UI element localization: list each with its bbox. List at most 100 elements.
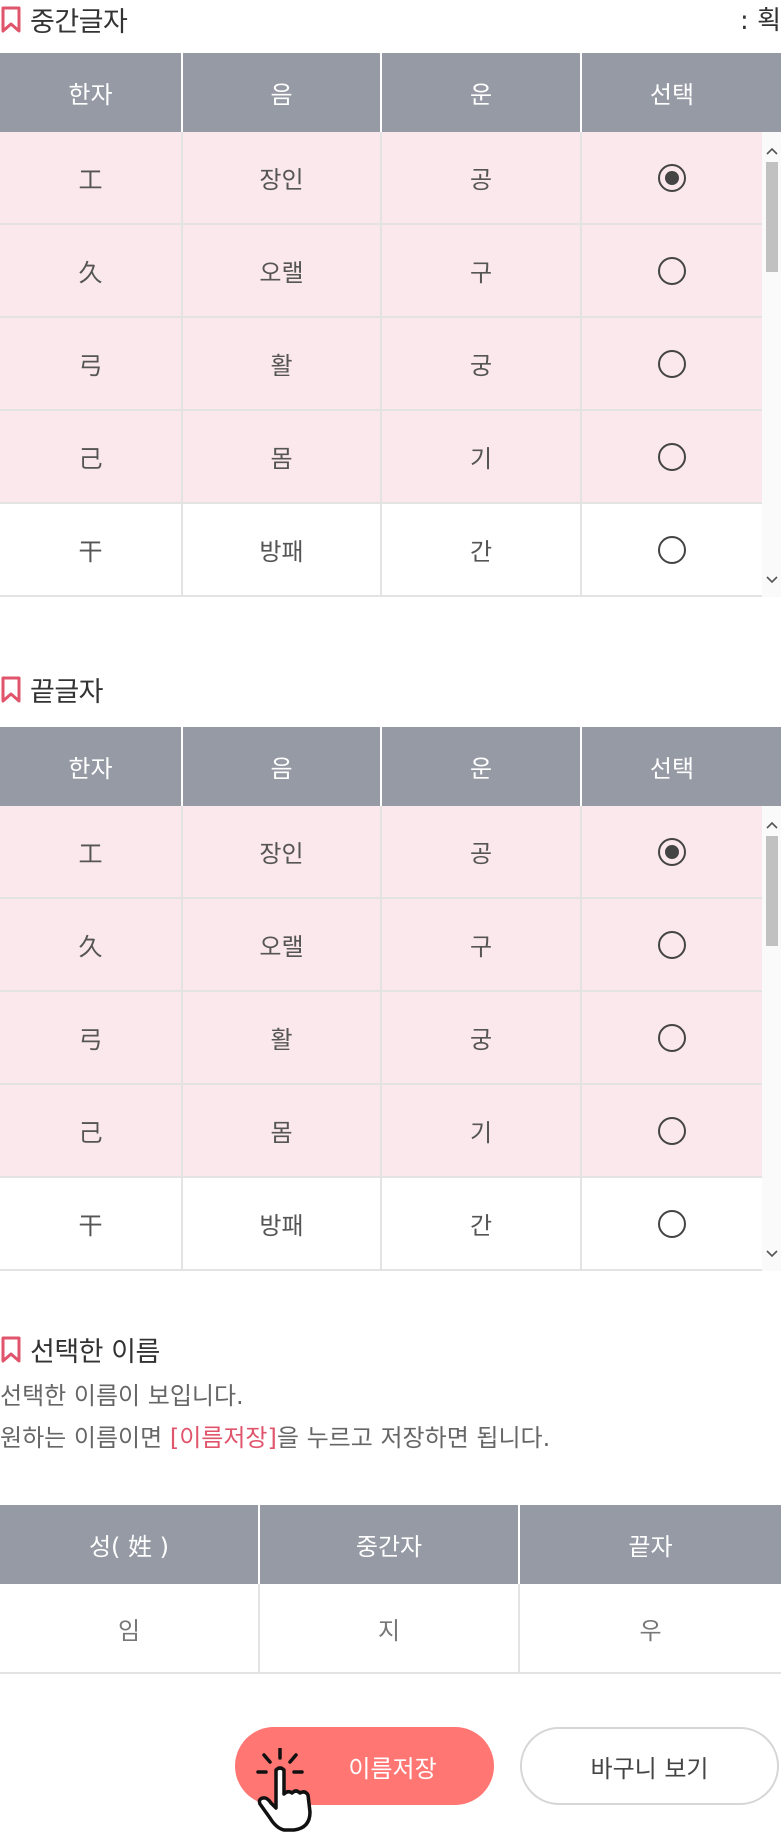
middle-value: 지 — [260, 1584, 520, 1672]
table-row[interactable]: 弓 활 궁 — [0, 318, 781, 411]
hanja-cell: 久 — [0, 225, 183, 316]
select-cell — [582, 899, 762, 990]
table-header: 한자 음 운 선택 — [0, 727, 781, 806]
selected-name-title: 선택한 이름 — [0, 1330, 160, 1369]
hanja-cell: 久 — [0, 899, 183, 990]
middle-char-table: 한자 음 운 선택 工 장인 공 久 오랠 구 弓 활 궁 己 몸 기 — [0, 53, 781, 597]
save-name-label: 이름저장 — [348, 1754, 437, 1783]
description-line-2: 원하는 이름이면 [이름저장]을 누르고 저장하면 됩니다. — [0, 1417, 550, 1459]
view-cart-label: 바구니 보기 — [590, 1754, 709, 1783]
table-row[interactable]: 久 오랠 구 — [0, 225, 781, 318]
scrollbar[interactable] — [762, 132, 781, 597]
hand-pointer-icon — [256, 1748, 312, 1832]
table-row[interactable]: 工 장인 공 — [0, 132, 781, 225]
table-row[interactable]: 工 장인 공 — [0, 806, 781, 899]
header-select: 선택 — [649, 755, 695, 783]
un-cell: 구 — [382, 899, 582, 990]
header-middle: 중간자 — [260, 1505, 520, 1584]
bookmark-icon — [1, 1336, 21, 1362]
eum-cell: 장인 — [183, 806, 382, 897]
hanja-cell: 工 — [0, 806, 183, 897]
header-surname: 성( 姓 ) — [0, 1505, 260, 1584]
un-cell: 구 — [382, 225, 582, 316]
un-cell: 간 — [382, 1178, 582, 1269]
selected-name-title-text: 선택한 이름 — [30, 1337, 160, 1368]
table-row[interactable]: 己 몸 기 — [0, 1085, 781, 1178]
eum-cell: 방패 — [183, 1178, 382, 1269]
table-row[interactable]: 己 몸 기 — [0, 411, 781, 504]
scrollbar[interactable] — [762, 806, 781, 1271]
scrollbar-thumb[interactable] — [766, 162, 778, 272]
last-section-title-text: 끝글자 — [30, 677, 104, 708]
view-cart-button[interactable]: 바구니 보기 — [520, 1727, 779, 1805]
hanja-cell: 干 — [0, 504, 183, 595]
select-cell — [582, 318, 762, 409]
select-cell — [582, 1178, 762, 1269]
un-cell: 기 — [382, 1085, 582, 1176]
table-header: 성( 姓 ) 중간자 끝자 — [0, 1505, 781, 1584]
table-row[interactable]: 弓 활 궁 — [0, 992, 781, 1085]
radio-button[interactable] — [658, 1116, 686, 1145]
last-section-title: 끝글자 — [0, 670, 104, 709]
table-body: 工 장인 공 久 오랠 구 弓 활 궁 己 몸 기 干 방패 간 — [0, 132, 781, 597]
hanja-cell: 己 — [0, 411, 183, 502]
un-cell: 간 — [382, 504, 582, 595]
radio-button[interactable] — [658, 1209, 686, 1238]
header-last: 끝자 — [628, 1533, 673, 1561]
description-pre: 원하는 이름이면 — [0, 1424, 170, 1452]
hanja-cell: 己 — [0, 1085, 183, 1176]
description-post: 을 누르고 저장하면 됩니다. — [276, 1424, 551, 1452]
header-un: 운 — [382, 53, 582, 132]
eum-cell: 몸 — [183, 1085, 382, 1176]
select-cell — [582, 1085, 762, 1176]
table-row[interactable]: 久 오랠 구 — [0, 899, 781, 992]
select-cell — [582, 504, 762, 595]
description-highlight: [이름저장] — [169, 1424, 277, 1452]
un-cell: 궁 — [382, 318, 582, 409]
eum-cell: 활 — [183, 318, 382, 409]
radio-button[interactable] — [658, 442, 686, 471]
header-eum: 음 — [183, 53, 382, 132]
table-row[interactable]: 干 방패 간 — [0, 504, 781, 597]
table-row[interactable]: 干 방패 간 — [0, 1178, 781, 1271]
last-char-table: 한자 음 운 선택 工 장인 공 久 오랠 구 弓 활 궁 己 몸 기 — [0, 727, 781, 1271]
chevron-down-icon[interactable] — [762, 1245, 781, 1263]
middle-section-title-text: 중간글자 — [30, 7, 128, 38]
select-cell — [582, 132, 762, 223]
header-eum: 음 — [183, 727, 382, 806]
scrollbar-thumb[interactable] — [766, 836, 778, 946]
hanja-cell: 干 — [0, 1178, 183, 1269]
radio-button[interactable] — [658, 930, 686, 959]
last-value: 우 — [639, 1616, 662, 1645]
radio-selected[interactable] — [658, 163, 686, 192]
header-select: 선택 — [649, 81, 695, 109]
select-cell — [582, 806, 762, 897]
radio-button[interactable] — [658, 1023, 686, 1052]
middle-section-title: 중간글자 — [0, 0, 128, 39]
radio-button[interactable] — [658, 256, 686, 285]
select-cell — [582, 992, 762, 1083]
un-cell: 공 — [382, 806, 582, 897]
select-cell — [582, 225, 762, 316]
eum-cell: 장인 — [183, 132, 382, 223]
radio-button[interactable] — [658, 349, 686, 378]
chevron-up-icon[interactable] — [762, 142, 781, 160]
eum-cell: 방패 — [183, 504, 382, 595]
un-cell: 궁 — [382, 992, 582, 1083]
description-line-1: 선택한 이름이 보입니다. — [0, 1382, 244, 1410]
surname-value: 임 — [0, 1584, 260, 1672]
table-header: 한자 음 운 선택 — [0, 53, 781, 132]
chevron-up-icon[interactable] — [762, 816, 781, 834]
table-row: 임 지 우 — [0, 1584, 781, 1674]
radio-button[interactable] — [658, 535, 686, 564]
hanja-cell: 弓 — [0, 318, 183, 409]
hanja-cell: 工 — [0, 132, 183, 223]
hanja-cell: 弓 — [0, 992, 183, 1083]
header-hanja: 한자 — [0, 53, 183, 132]
bookmark-icon — [1, 676, 21, 702]
eum-cell: 오랠 — [183, 899, 382, 990]
header-hanja: 한자 — [0, 727, 183, 806]
stroke-note: : 획 — [740, 6, 781, 36]
radio-selected[interactable] — [658, 837, 686, 866]
chevron-down-icon[interactable] — [762, 571, 781, 589]
